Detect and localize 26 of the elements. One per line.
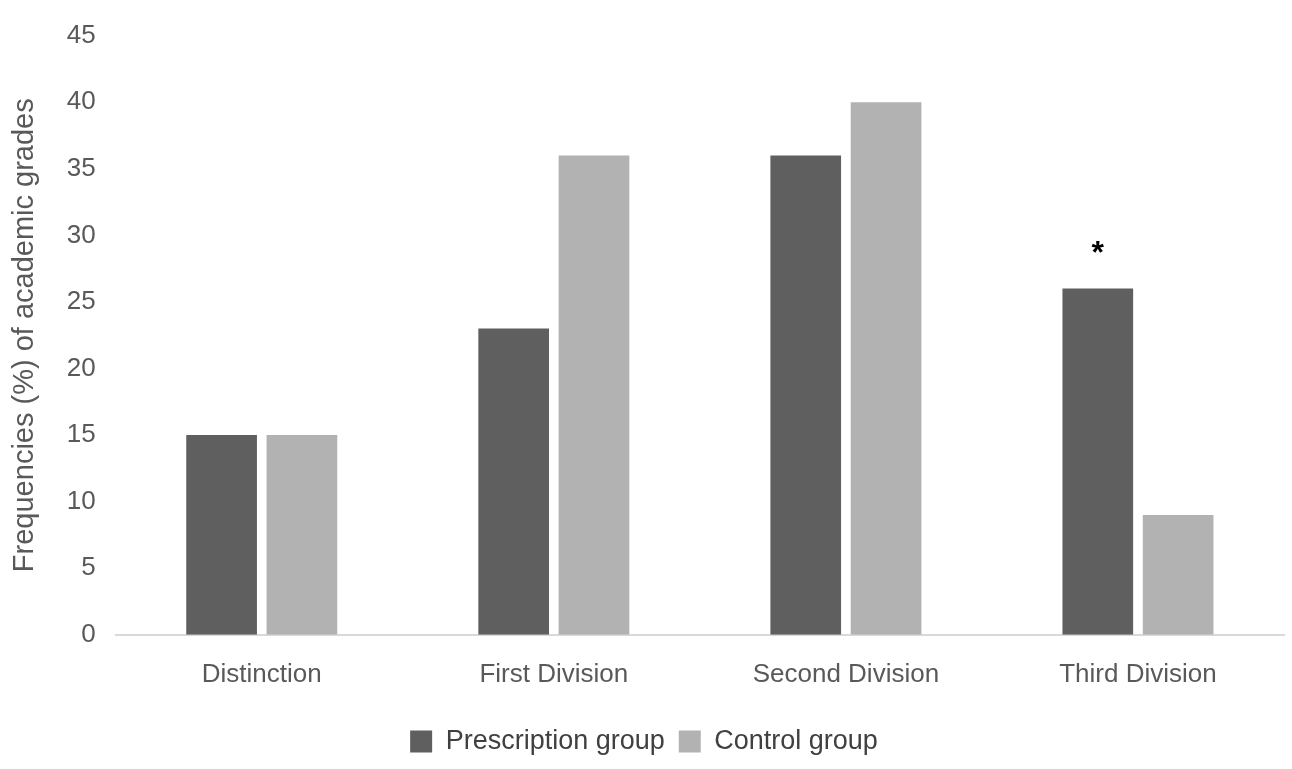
bar [478, 328, 550, 635]
y-tick-label: 30 [66, 218, 96, 249]
x-tick-label: Third Division [1059, 657, 1217, 688]
bar [1142, 514, 1214, 635]
bar [770, 155, 842, 635]
bar [850, 102, 922, 635]
legend-label: Prescription group [445, 724, 665, 755]
y-tick-label: 25 [66, 285, 96, 316]
y-tick-label: 5 [81, 551, 96, 582]
x-tick-label: Second Division [752, 657, 940, 688]
bar [1062, 288, 1134, 635]
y-tick-label: 20 [66, 351, 96, 382]
bar [558, 155, 630, 635]
y-axis-title: Frequencies (%) of academic grades [7, 98, 40, 573]
y-tick-label: 45 [66, 18, 96, 49]
x-tick-label: Distinction [201, 657, 322, 688]
x-tick-label: First Division [479, 657, 629, 688]
y-tick-label: 35 [66, 151, 96, 182]
y-tick-label: 0 [81, 617, 96, 648]
y-tick-label: 15 [66, 418, 96, 449]
y-tick-label: 40 [66, 85, 96, 116]
annotation: * [1091, 234, 1105, 271]
y-tick-label: 10 [66, 484, 96, 515]
bar [186, 435, 257, 635]
legend-label: Control group [714, 724, 878, 755]
bar [266, 435, 338, 635]
